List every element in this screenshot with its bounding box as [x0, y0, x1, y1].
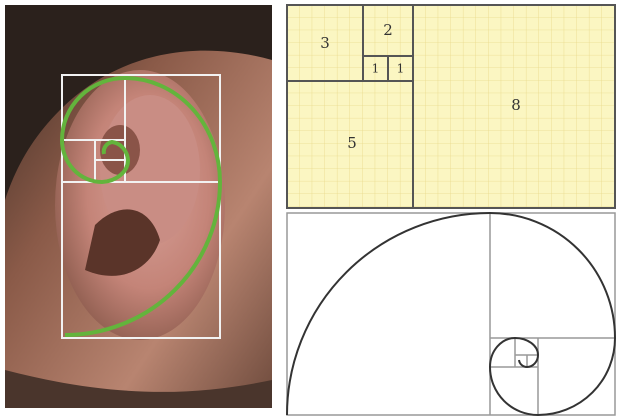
ear-photo — [5, 5, 272, 408]
square-label: 1 — [372, 62, 380, 76]
spiral — [287, 213, 615, 415]
square-label: 3 — [320, 34, 330, 52]
square-label: 2 — [383, 21, 393, 39]
fibonacci-grid: 3 2 1 1 5 8 — [287, 5, 615, 208]
square-label: 1 — [397, 62, 405, 76]
page: 3 2 1 1 5 8 (() => { const data = JSON.p… — [0, 0, 617, 419]
figure: 3 2 1 1 5 8 — [0, 0, 617, 419]
square-label: 5 — [347, 134, 357, 152]
square-label: 8 — [511, 96, 521, 114]
golden-spiral-diagram — [287, 213, 615, 415]
